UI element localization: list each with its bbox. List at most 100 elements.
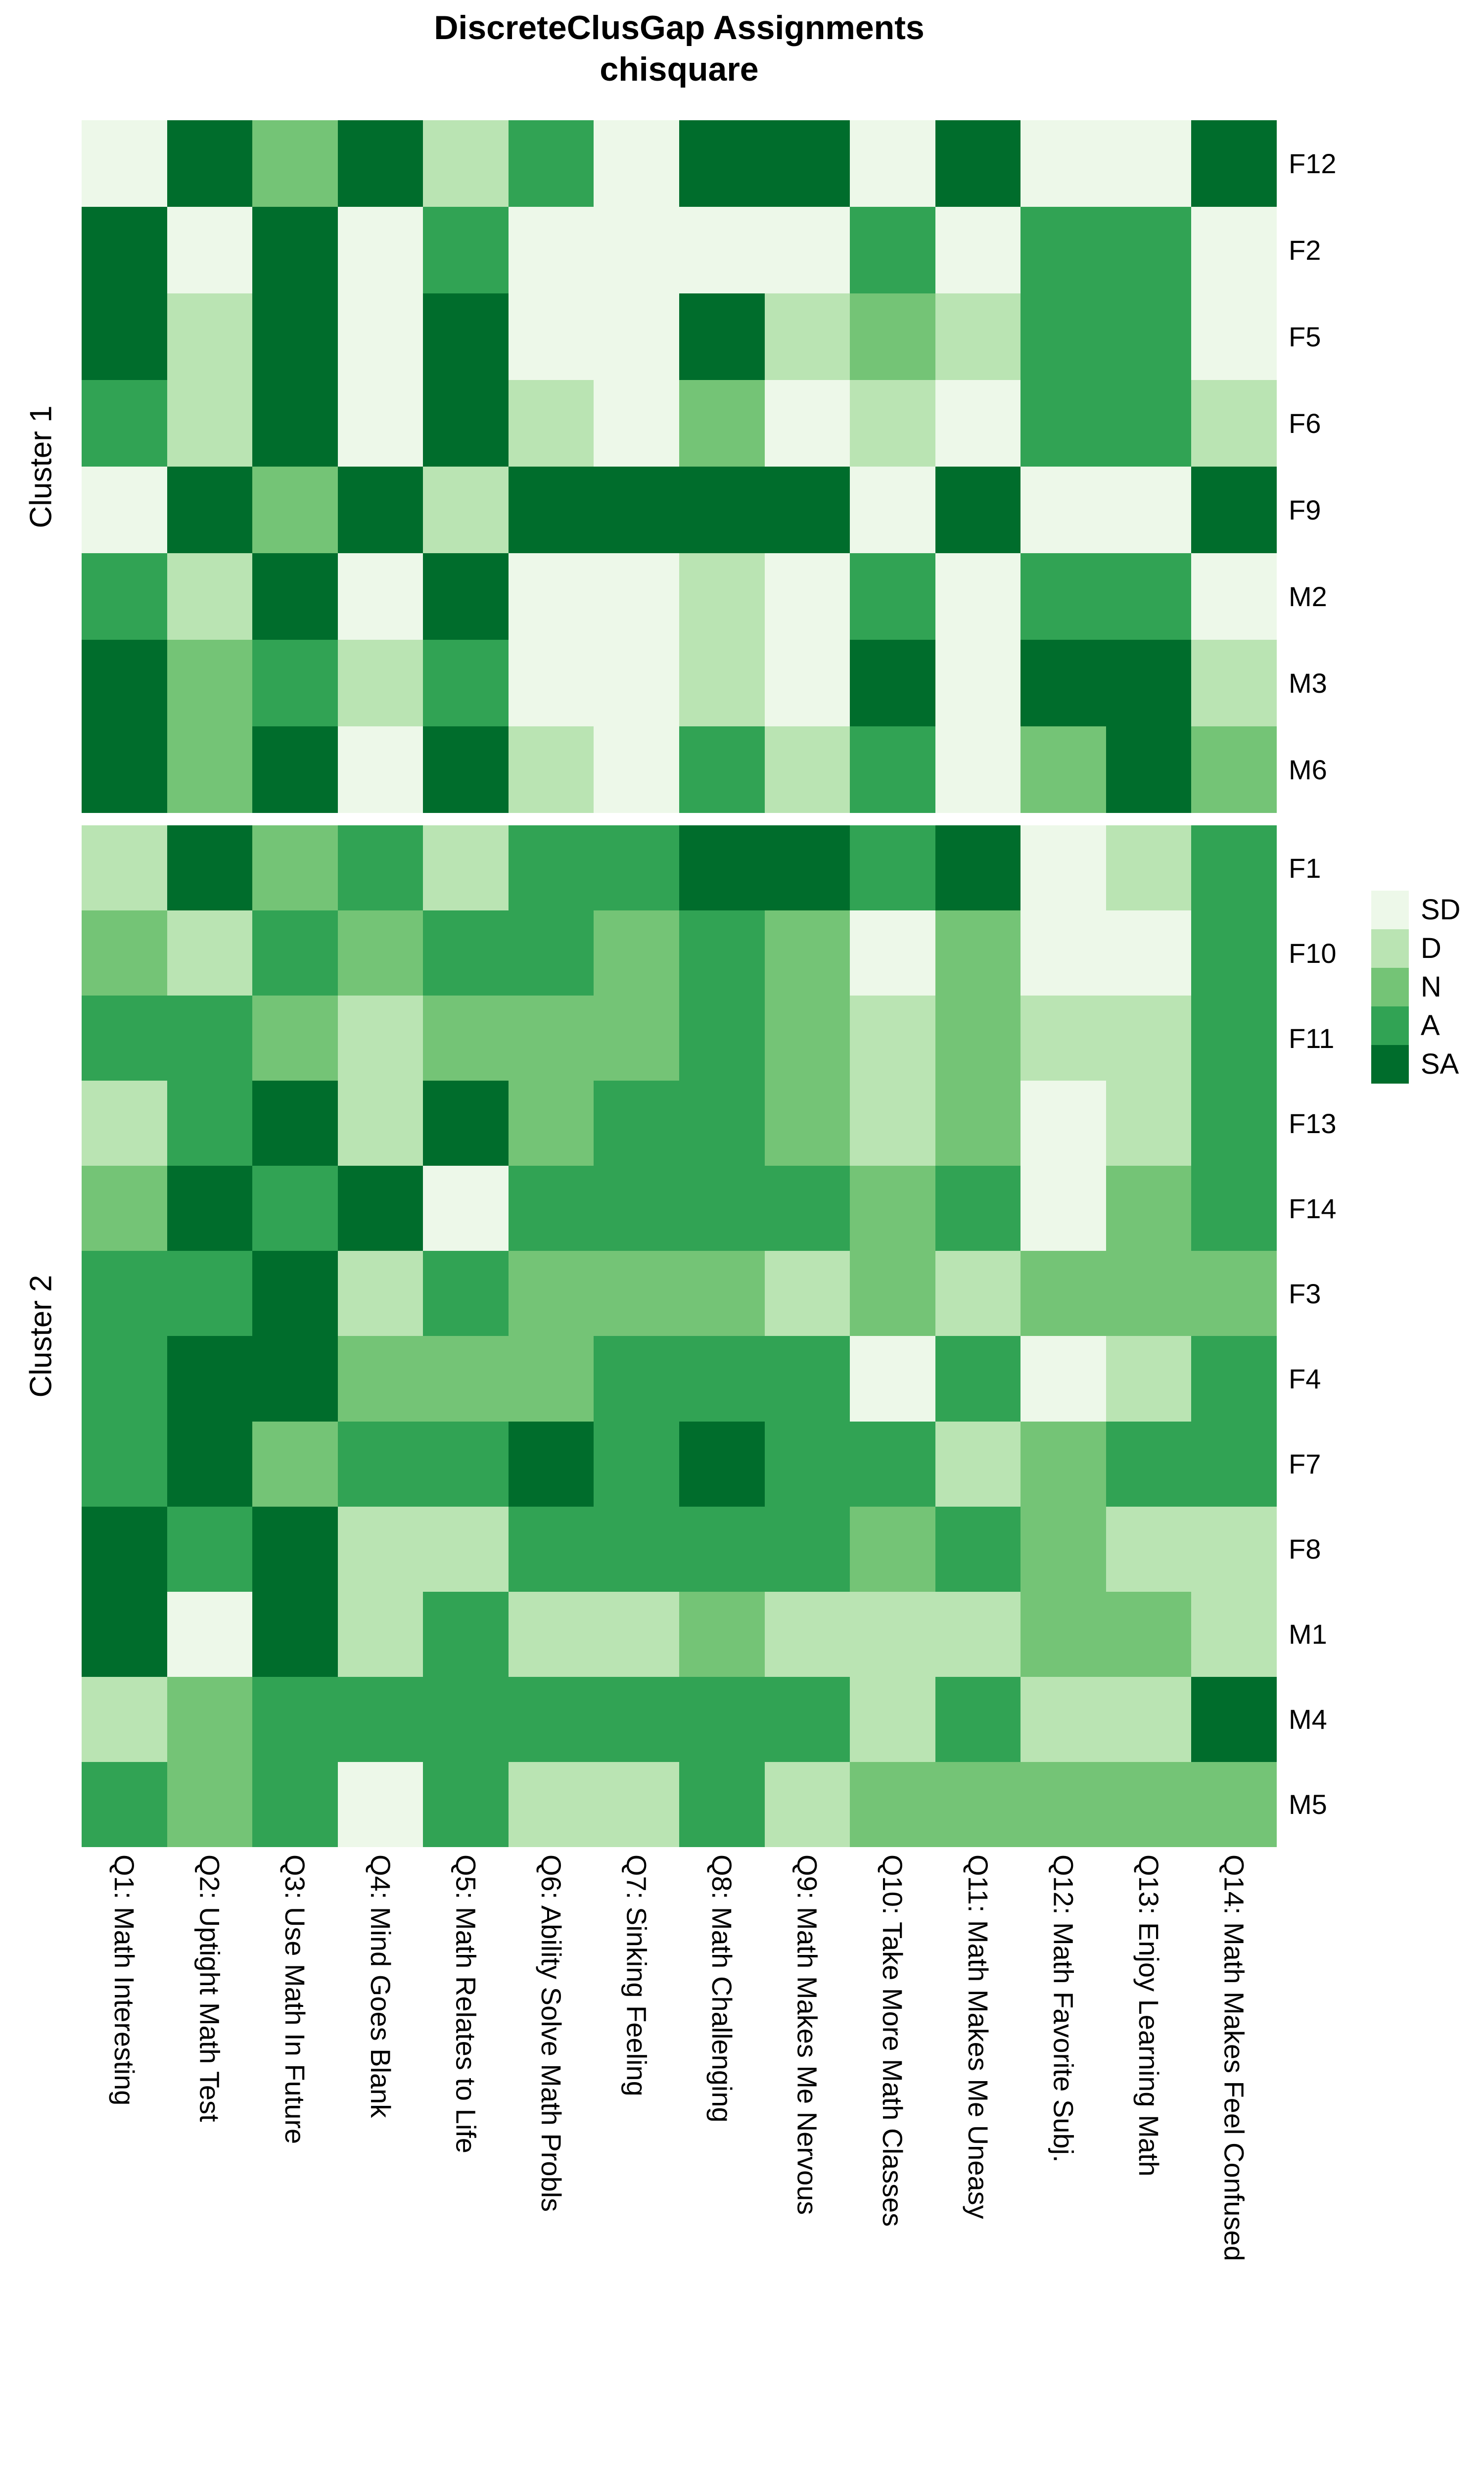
heatmap-cell (508, 1676, 594, 1762)
heatmap-cell (82, 1251, 167, 1336)
heatmap-cell (423, 120, 509, 207)
row-label: M4 (1289, 1704, 1327, 1735)
heatmap-cell (1191, 825, 1277, 911)
heatmap-cell (1106, 1081, 1192, 1166)
legend-label: SD (1421, 894, 1461, 926)
heatmap-cell (337, 293, 423, 380)
heatmap-cell (679, 467, 765, 553)
column-label: Q7: Sinking Feeling (621, 1855, 652, 2096)
heatmap-cell (167, 996, 253, 1081)
heatmap-cell (167, 910, 253, 996)
heatmap-cell (252, 1506, 338, 1592)
heatmap-cell (935, 1506, 1021, 1592)
heatmap-cell (764, 1761, 850, 1847)
heatmap-cell (423, 553, 509, 640)
heatmap-cell (594, 467, 679, 553)
heatmap-cell (935, 640, 1021, 726)
heatmap-cell (82, 640, 167, 726)
heatmap-cell (167, 1761, 253, 1847)
heatmap-cell (82, 996, 167, 1081)
heatmap-cell (82, 553, 167, 640)
row-label: F14 (1289, 1192, 1337, 1224)
heatmap-cell (1106, 1251, 1192, 1336)
heatmap-cell (82, 1591, 167, 1677)
heatmap-cell (594, 207, 679, 293)
heatmap-cell (167, 467, 253, 553)
heatmap-cell (850, 1421, 935, 1507)
heatmap-cell (252, 726, 338, 813)
heatmap-cell (252, 1591, 338, 1677)
heatmap-cell (337, 825, 423, 911)
column-label: Q3: Use Math In Future (279, 1855, 311, 2144)
heatmap-cell (337, 207, 423, 293)
heatmap-cell (679, 1591, 765, 1677)
heatmap-cell (167, 293, 253, 380)
column-label: Q6: Ability Solve Math Probls (535, 1855, 567, 2212)
heatmap-cell (679, 910, 765, 996)
heatmap-cell (594, 380, 679, 467)
heatmap-cell (252, 910, 338, 996)
heatmap-cell (935, 825, 1021, 911)
heatmap-cell (764, 640, 850, 726)
column-label: Q2: Uptight Math Test (194, 1855, 226, 2122)
heatmap-cell (679, 1676, 765, 1762)
heatmap-cell (850, 553, 935, 640)
heatmap-cell (423, 726, 509, 813)
heatmap-cell (764, 207, 850, 293)
heatmap-cell (1191, 1506, 1277, 1592)
heatmap-cell (252, 1421, 338, 1507)
heatmap-cell (679, 1166, 765, 1251)
heatmap-cell (679, 553, 765, 640)
heatmap-cell (423, 996, 509, 1081)
cluster-1-axis-label: Cluster 1 (4, 120, 78, 813)
heatmap-cell (167, 1676, 253, 1762)
heatmap-cell (423, 1336, 509, 1422)
heatmap-cell (764, 996, 850, 1081)
heatmap-cell (764, 825, 850, 911)
heatmap-cell (508, 293, 594, 380)
heatmap-cell (167, 1251, 253, 1336)
heatmap-cell (1106, 553, 1192, 640)
heatmap-cell (679, 1081, 765, 1166)
heatmap-cell (679, 293, 765, 380)
heatmap-cell (935, 1336, 1021, 1422)
heatmap-cell (679, 207, 765, 293)
row-label: M2 (1289, 581, 1327, 612)
heatmap-cell (594, 910, 679, 996)
heatmap-cell (337, 467, 423, 553)
heatmap-cell (337, 1081, 423, 1166)
heatmap-cell (850, 467, 935, 553)
heatmap-cell (1106, 1421, 1192, 1507)
heatmap-cell (764, 1166, 850, 1251)
heatmap-cell (423, 1421, 509, 1507)
heatmap-cell (82, 825, 167, 911)
heatmap-cell (1191, 380, 1277, 467)
heatmap-cell (82, 1506, 167, 1592)
heatmap-cell (252, 1336, 338, 1422)
heatmap-cell (1106, 1591, 1192, 1677)
legend-item: SA (1371, 1045, 1461, 1084)
heatmap-cell (252, 1251, 338, 1336)
row-label: F12 (1289, 148, 1337, 179)
heatmap-cell (423, 910, 509, 996)
heatmap-cell (1106, 726, 1192, 813)
heatmap-cell (508, 910, 594, 996)
heatmap-cell (508, 1591, 594, 1677)
heatmap-cell (1020, 996, 1106, 1081)
heatmap-cell (508, 553, 594, 640)
heatmap-cell (679, 825, 765, 911)
heatmap-cell (594, 726, 679, 813)
heatmap-cell (1191, 1166, 1277, 1251)
heatmap-cell (594, 1251, 679, 1336)
heatmap-cell (1020, 207, 1106, 293)
heatmap-cell (935, 996, 1021, 1081)
heatmap-cell (423, 1081, 509, 1166)
column-label: Q4: Mind Goes Blank (365, 1855, 396, 2118)
heatmap-cell (252, 825, 338, 911)
heatmap-cell (82, 380, 167, 467)
heatmap-cell (850, 1761, 935, 1847)
heatmap-cell (679, 1761, 765, 1847)
heatmap-cell (1020, 825, 1106, 911)
heatmap-cell (82, 1761, 167, 1847)
heatmap-cell (508, 120, 594, 207)
